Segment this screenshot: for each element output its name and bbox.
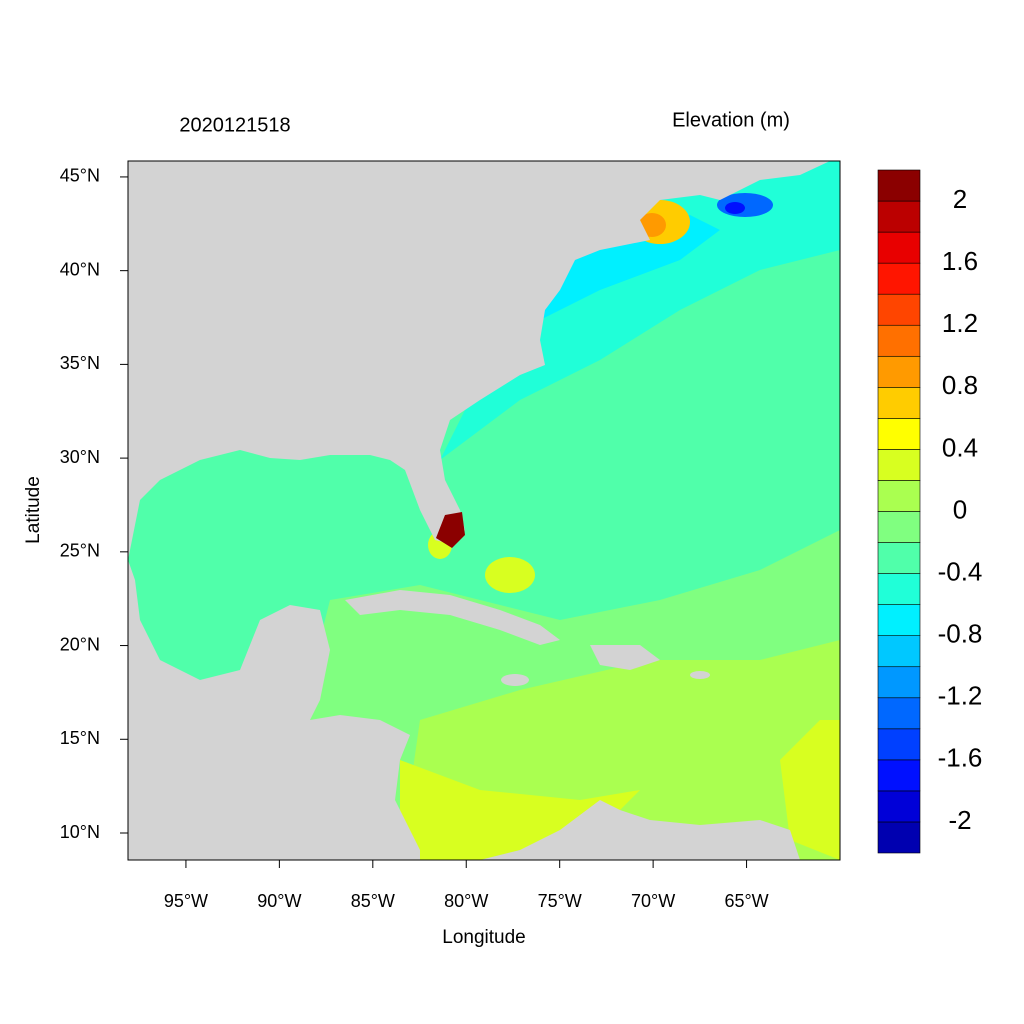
ocean-north — [440, 161, 840, 460]
y-axis-label: Latitude — [23, 476, 44, 544]
surge-florida — [436, 512, 465, 548]
colorbar-box — [877, 635, 921, 668]
colorbar-label: 0.4 — [942, 432, 978, 462]
colorbar-box — [877, 387, 921, 419]
x-tick-label: 75°W — [538, 891, 582, 911]
colorbar-box — [877, 480, 921, 512]
bahamas-bank — [485, 557, 535, 593]
map-title: 2020121518 — [179, 114, 290, 136]
map-field — [128, 161, 840, 860]
x-tick-label: 65°W — [724, 891, 768, 911]
y-tick-label: 30°N — [60, 447, 100, 467]
colorbar-box — [877, 355, 921, 388]
jamaica — [501, 674, 529, 686]
colorbar-box — [877, 169, 921, 202]
y-tick-label: 10°N — [60, 822, 100, 842]
colorbar-label: -0.8 — [938, 619, 983, 649]
colorbar-label: -2 — [948, 805, 971, 835]
x-tick-label: 90°W — [257, 891, 301, 911]
coastal-band-east — [780, 720, 840, 860]
colorbar-box — [877, 293, 921, 326]
colorbar-box — [877, 728, 921, 761]
colorbar-box — [877, 449, 921, 481]
y-tick-label: 20°N — [60, 634, 100, 654]
colorbar-box — [877, 542, 921, 574]
x-tick-label: 80°W — [444, 891, 488, 911]
colorbar-box — [877, 418, 921, 450]
colorbar-label: -1.2 — [938, 681, 983, 711]
colorbar-box — [877, 200, 921, 233]
colorbar-box — [877, 262, 921, 295]
y-tick-label: 25°N — [60, 541, 100, 561]
south-america — [480, 800, 800, 860]
y-tick-label: 45°N — [60, 166, 100, 186]
colorbar-box — [877, 821, 921, 854]
x-tick-label: 95°W — [164, 891, 208, 911]
cuba — [345, 590, 560, 645]
colorbar-title: Elevation (m) — [672, 109, 790, 131]
colorbar-label: -1.6 — [938, 743, 983, 773]
colorbar-label: 2 — [953, 184, 967, 214]
colorbar-label: 0.8 — [942, 370, 978, 400]
colorbar-box — [877, 573, 921, 605]
x-tick-label: 70°W — [631, 891, 675, 911]
colorbar-box — [877, 666, 921, 699]
y-tick-label: 35°N — [60, 353, 100, 373]
colorbar-box — [877, 604, 921, 636]
x-axis-label: Longitude — [442, 927, 525, 948]
colorbar-label: 1.6 — [942, 246, 978, 276]
colorbar-box — [877, 790, 921, 823]
puerto-rico — [690, 671, 710, 679]
hispaniola — [590, 645, 660, 670]
colorbar-box — [877, 697, 921, 730]
colorbar-box — [877, 231, 921, 264]
colorbar-label: -0.4 — [938, 556, 983, 586]
low-novascotia-core — [725, 202, 745, 214]
colorbar-box — [877, 511, 921, 543]
y-tick-label: 40°N — [60, 259, 100, 279]
x-tick-label: 85°W — [351, 891, 395, 911]
north-america — [128, 161, 830, 560]
plot-frame — [127, 160, 841, 861]
colorbar-label: 0 — [953, 494, 967, 524]
y-tick-label: 15°N — [60, 728, 100, 748]
colorbar-box — [877, 324, 921, 357]
central-america — [128, 560, 420, 860]
colorbar-box — [877, 759, 921, 792]
colorbar-label: 1.2 — [942, 308, 978, 338]
ocean-shelf — [520, 215, 720, 330]
